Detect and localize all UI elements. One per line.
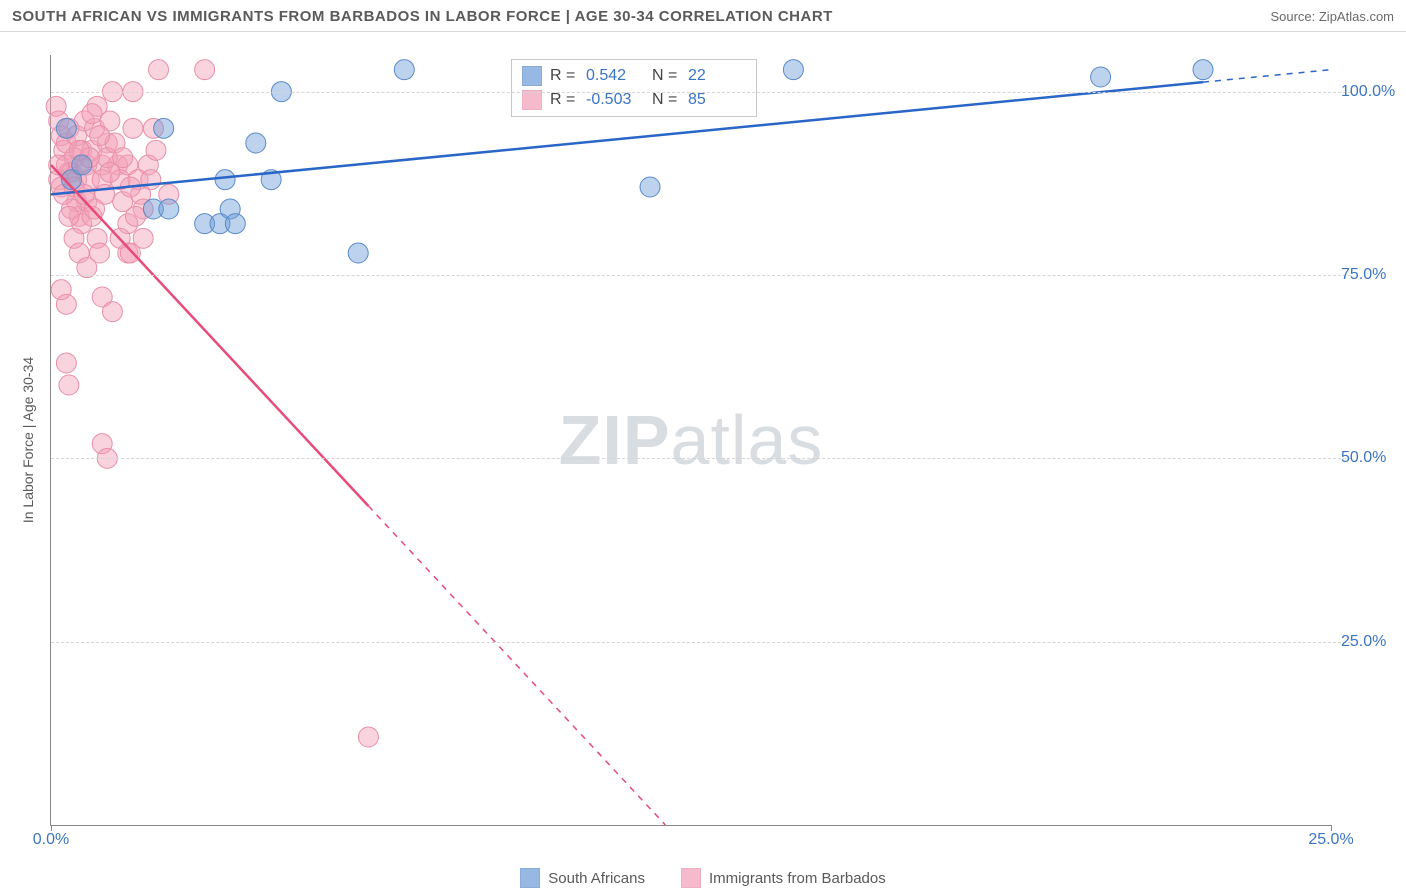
svg-layer [51,55,1331,825]
data-point [358,727,378,747]
data-point [82,104,102,124]
data-point [1091,67,1111,87]
y-tick-label: 25.0% [1341,633,1401,651]
data-point [141,170,161,190]
legend-swatch-south-africans [520,868,540,888]
y-tick-label: 100.0% [1341,83,1401,101]
data-point [100,162,120,182]
plot-area: ZIPatlas R = 0.542 N = 22 R = -0.503 N =… [50,55,1331,826]
bottom-legend: South Africans Immigrants from Barbados [0,868,1406,888]
data-point [72,155,92,175]
data-point [348,243,368,263]
data-point [146,140,166,160]
data-point [123,118,143,138]
y-tick-label: 75.0% [1341,266,1401,284]
legend-item-barbados: Immigrants from Barbados [681,868,886,888]
data-point [149,60,169,80]
data-point [59,206,79,226]
legend-swatch-barbados [681,868,701,888]
data-point [56,294,76,314]
data-point [59,375,79,395]
data-point [1193,60,1213,80]
y-tick-label: 50.0% [1341,449,1401,467]
gridline [51,642,1351,643]
source-label: Source: ZipAtlas.com [1270,9,1394,24]
gridline [51,458,1351,459]
data-point [56,353,76,373]
y-axis-label: In Labor Force | Age 30-34 [20,357,36,523]
data-point [133,228,153,248]
data-point [154,118,174,138]
gridline [51,92,1351,93]
data-point [125,206,145,226]
data-point [56,118,76,138]
data-point [215,170,235,190]
data-point [640,177,660,197]
data-point [90,126,110,146]
data-point [195,60,215,80]
x-tick-label: 0.0% [33,831,69,849]
data-point [102,302,122,322]
data-point [159,199,179,219]
chart-title: SOUTH AFRICAN VS IMMIGRANTS FROM BARBADO… [12,8,833,25]
data-point [783,60,803,80]
x-tick-label: 25.0% [1308,831,1353,849]
data-point [225,214,245,234]
data-point [246,133,266,153]
title-bar: SOUTH AFRICAN VS IMMIGRANTS FROM BARBADO… [0,0,1406,32]
legend-item-south-africans: South Africans [520,868,645,888]
data-point [394,60,414,80]
gridline [51,275,1351,276]
